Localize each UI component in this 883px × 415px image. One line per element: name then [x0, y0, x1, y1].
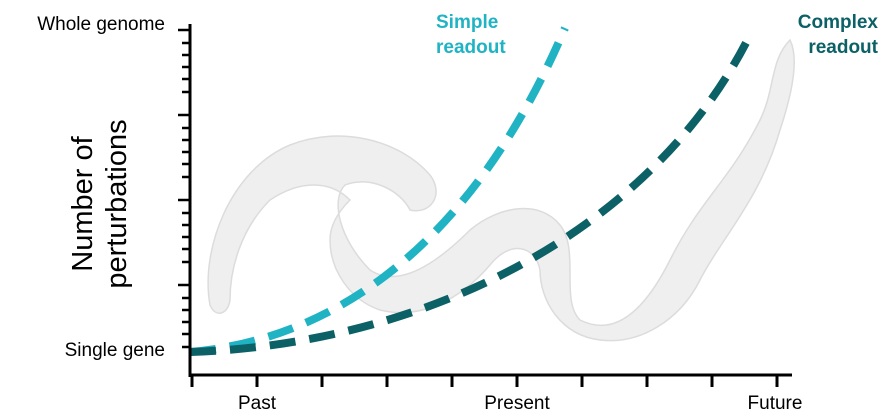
axes — [189, 24, 792, 377]
worm-shape — [208, 40, 794, 341]
y-axis-title: Number of perturbations — [66, 79, 134, 329]
x-label: Present — [467, 393, 567, 415]
y-top-label: Whole genome — [37, 14, 165, 36]
curve-label: Simple readout — [436, 10, 516, 60]
x-label: Future — [735, 393, 815, 415]
y-bottom-label: Single gene — [65, 340, 165, 362]
y-ticks — [178, 30, 190, 347]
x-label: Past — [217, 393, 297, 415]
page: Whole genome Single gene Number of pertu… — [0, 0, 883, 415]
curve-label: Complex readout — [783, 10, 878, 60]
x-ticks — [192, 375, 777, 387]
